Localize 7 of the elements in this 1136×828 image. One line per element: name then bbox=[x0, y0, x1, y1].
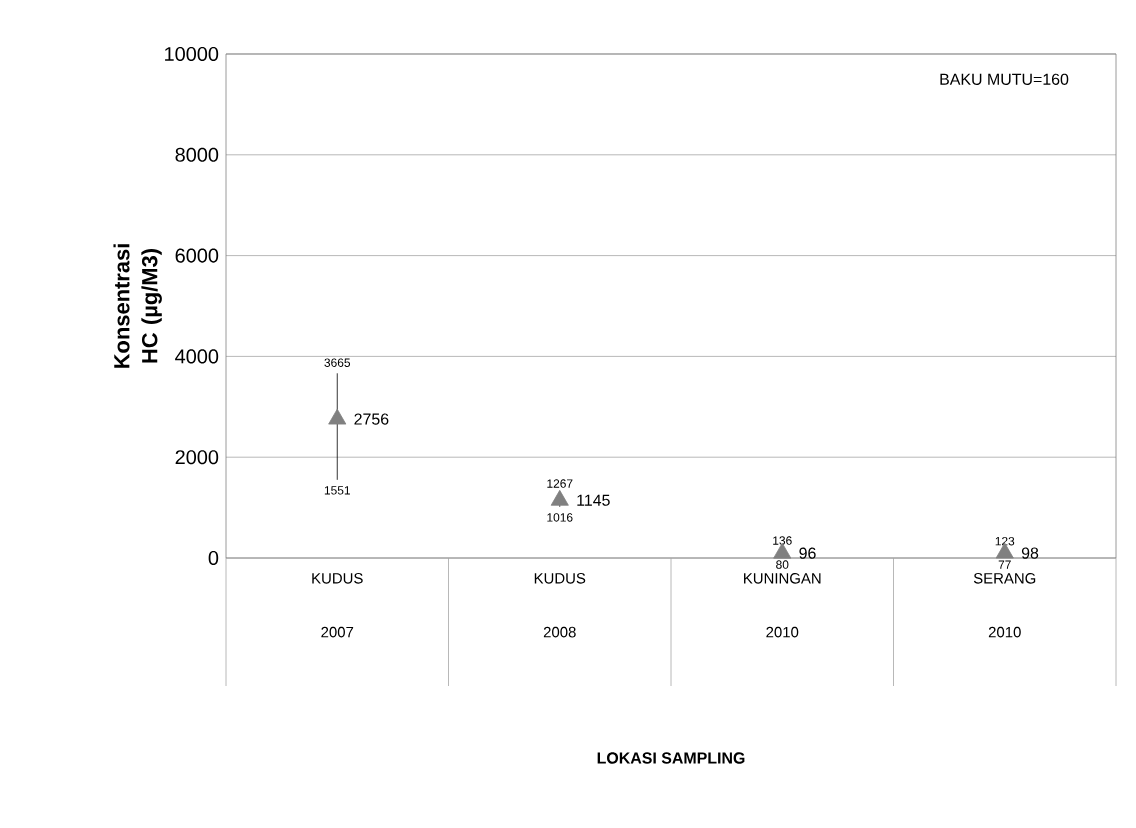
y-tick-label: 6000 bbox=[175, 248, 219, 263]
y-tick-label: 8000 bbox=[175, 147, 219, 162]
y-tick-label: 4000 bbox=[175, 349, 219, 364]
y-tick-label: 10000 bbox=[165, 46, 219, 62]
y-axis-title: Konsentrasi HC (µg/M3) bbox=[113, 244, 162, 368]
y-tick-label: 2000 bbox=[175, 450, 219, 465]
y-tick-label: 0 bbox=[208, 550, 219, 566]
